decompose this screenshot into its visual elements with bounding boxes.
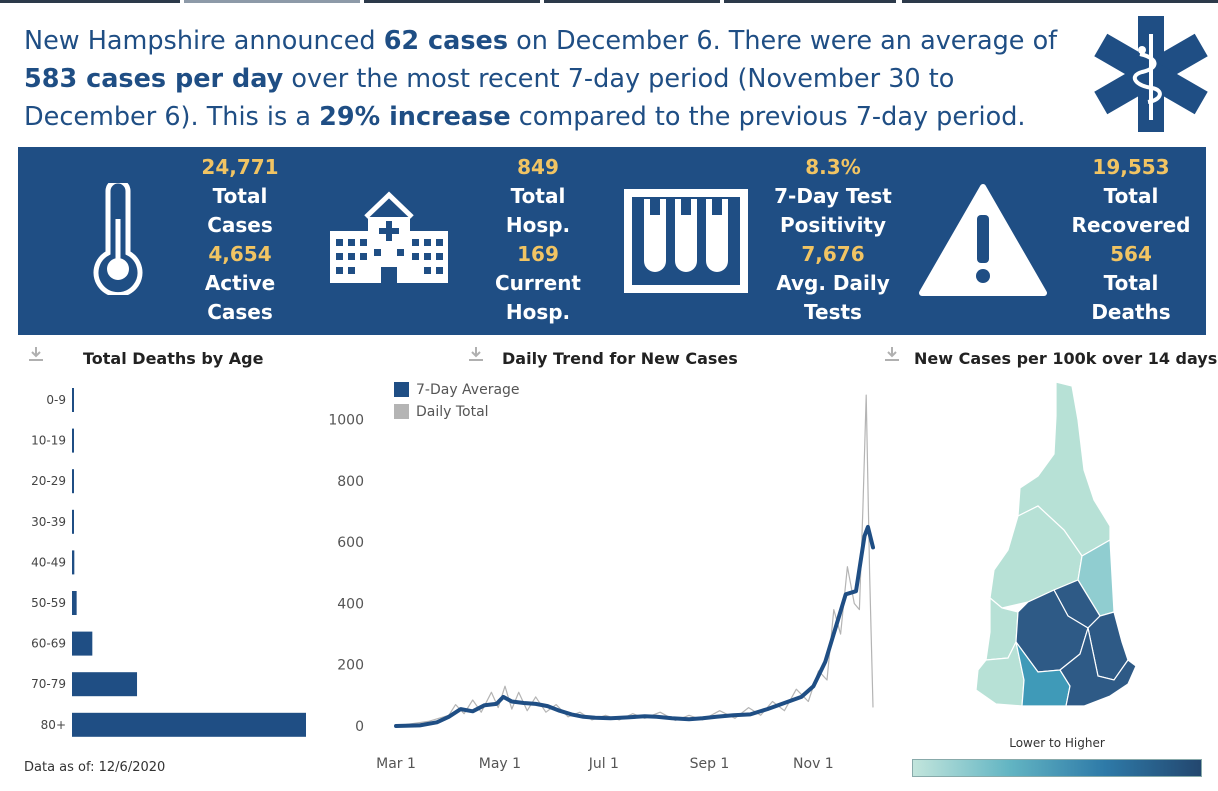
- age-tick-label: 80+: [41, 718, 66, 732]
- age-tick-label: 60-69: [31, 637, 66, 651]
- stat-hosp: 849 Total Hosp. 169 Current Hosp.: [478, 153, 598, 327]
- deaths-value: 564: [1110, 242, 1152, 266]
- trend-x-tick: Nov 1: [793, 756, 834, 772]
- total-hosp-value: 849: [517, 155, 559, 179]
- recovered-label-1: Total: [1103, 184, 1159, 208]
- current-hosp-value: 169: [517, 242, 559, 266]
- deaths-label-2: Deaths: [1091, 300, 1171, 324]
- age-bar[interactable]: [72, 428, 74, 453]
- recovered-label-2: Recovered: [1071, 213, 1191, 237]
- legend-swatch: [394, 382, 409, 397]
- data-as-of-note: Data as of: 12/6/2020: [24, 760, 166, 775]
- hospital-icon: [330, 191, 448, 283]
- age-bar[interactable]: [72, 712, 306, 737]
- daily-tests-value: 7,676: [801, 242, 865, 266]
- map-legend-gradient: [912, 759, 1202, 777]
- age-bar[interactable]: [72, 672, 138, 697]
- stat-recovered: 19,553 Total Recovered 564 Total Deaths: [1064, 153, 1198, 327]
- recovered-value: 19,553: [1092, 155, 1170, 179]
- trend-y-tick: 0: [355, 719, 364, 735]
- legend-swatch: [394, 404, 409, 419]
- warning-icon: [919, 184, 1047, 296]
- trend-x-tick: May 1: [479, 756, 521, 772]
- trend-y-tick: 800: [337, 474, 364, 490]
- tab-5[interactable]: [724, 0, 896, 3]
- map-title: New Cases per 100k over 14 days: [914, 349, 1218, 368]
- trend-x-tick: Sep 1: [690, 756, 730, 772]
- map-county-rockingham[interactable]: [1059, 627, 1137, 707]
- positivity-value: 8.3%: [805, 155, 861, 179]
- tab-2[interactable]: [184, 0, 360, 3]
- total-cases-value: 24,771: [201, 155, 279, 179]
- daily-tests-label-2: Tests: [804, 300, 862, 324]
- trend-x-tick: Mar 1: [376, 756, 416, 772]
- daily-tests-label-1: Avg. Daily: [776, 271, 890, 295]
- trend-y-tick: 400: [337, 596, 364, 612]
- age-bar[interactable]: [72, 469, 74, 494]
- legend-label: 7-Day Average: [416, 382, 520, 398]
- positivity-label-2: Positivity: [779, 213, 887, 237]
- age-bar[interactable]: [72, 631, 93, 656]
- trend-y-tick: 200: [337, 658, 364, 674]
- age-tick-label: 40-49: [31, 555, 66, 569]
- active-cases-label-1: Active: [204, 271, 276, 295]
- headline-average: 583 cases per day: [24, 64, 284, 94]
- age-tick-label: 10-19: [31, 434, 66, 448]
- total-hosp-label-1: Total: [510, 184, 566, 208]
- new-hampshire-map[interactable]: [960, 380, 1160, 710]
- positivity-label-1: 7-Day Test: [774, 184, 892, 208]
- total-cases-label-2: Cases: [207, 213, 273, 237]
- active-cases-value: 4,654: [208, 242, 272, 266]
- age-chart-title: Total Deaths by Age: [83, 349, 264, 368]
- deaths-by-age-chart: 0-9 10-19 20-29 30-39 40-49 50-59 60-69 70-79 80…: [31, 378, 306, 758]
- age-bar[interactable]: [72, 550, 75, 575]
- age-bar[interactable]: [72, 388, 74, 412]
- trend-y-tick: 1000: [328, 413, 364, 429]
- download-icon[interactable]: [468, 346, 484, 362]
- total-cases-label-1: Total: [212, 184, 268, 208]
- star-of-life-icon: [1094, 16, 1208, 132]
- legend-label: Daily Total: [416, 404, 489, 420]
- headline-summary: New Hampshire announced 62 cases on Dece…: [24, 26, 1058, 132]
- deaths-label-1: Total: [1103, 271, 1159, 295]
- total-hosp-label-2: Hosp.: [505, 213, 571, 237]
- age-bar[interactable]: [72, 591, 77, 615]
- headline-increase: 29% increase: [319, 102, 511, 132]
- test-tubes-icon: [624, 189, 748, 293]
- tab-strip: [0, 0, 1218, 4]
- trend-y-tick: 600: [337, 535, 364, 551]
- stat-cases: 24,771 Total Cases 4,654 Active Cases: [180, 153, 300, 327]
- age-tick-label: 20-29: [31, 474, 66, 488]
- headline-cases: 62 cases: [383, 26, 509, 56]
- tab-4[interactable]: [544, 0, 720, 3]
- trend-x-tick: Jul 1: [588, 756, 619, 772]
- download-icon[interactable]: [28, 346, 44, 362]
- trend-chart-title: Daily Trend for New Cases: [502, 349, 738, 368]
- thermometer-icon: [93, 183, 143, 295]
- series-line-daily-total[interactable]: [395, 394, 874, 727]
- age-tick-label: 70-79: [31, 677, 66, 691]
- daily-trend-chart: 0 200 400 600 800 1000 Mar 1 May 1 Jul 1 Sep 1 Nov…: [328, 382, 875, 772]
- age-tick-label: 0-9: [46, 393, 66, 407]
- kpi-banner: 24,771 Total Cases 4,654 Active Cases 84…: [18, 147, 1206, 335]
- tab-3[interactable]: [364, 0, 540, 3]
- series-line-7day-average[interactable]: [394, 524, 875, 728]
- map-legend-label: Lower to Higher: [1009, 736, 1105, 750]
- age-tick-label: 50-59: [31, 596, 66, 610]
- current-hosp-label-1: Current: [494, 271, 581, 295]
- stat-tests: 8.3% 7-Day Test Positivity 7,676 Avg. Da…: [766, 153, 900, 327]
- download-icon[interactable]: [884, 346, 900, 362]
- tab-1[interactable]: [0, 0, 180, 3]
- current-hosp-label-2: Hosp.: [505, 300, 571, 324]
- age-bar[interactable]: [72, 509, 74, 534]
- active-cases-label-2: Cases: [207, 300, 273, 324]
- age-tick-label: 30-39: [31, 515, 66, 529]
- tab-6[interactable]: [902, 0, 1218, 3]
